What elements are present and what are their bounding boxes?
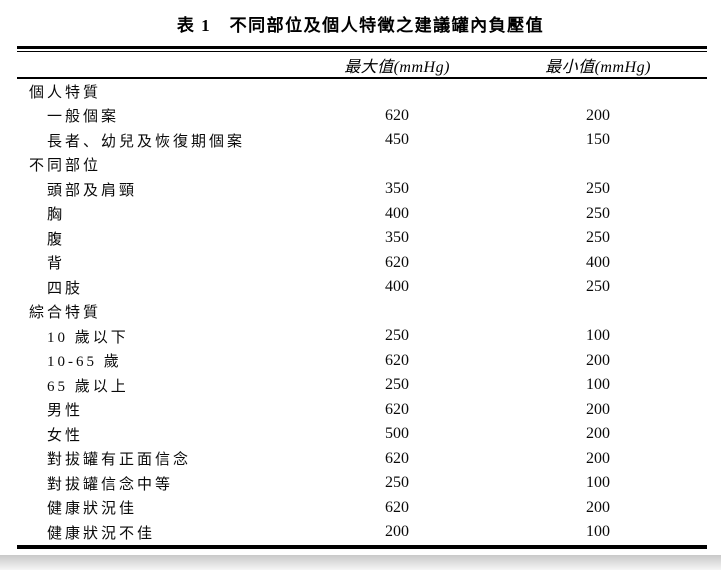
table-header-row: 最大值(mmHg) 最小值(mmHg) <box>17 52 707 77</box>
table-row: 一般個案 620 200 <box>17 104 707 129</box>
row-label: 65 歲以上 <box>47 378 129 395</box>
table-row: 長者、幼兒及恢復期個案 450 150 <box>17 128 707 153</box>
min-value: 250 <box>586 180 610 198</box>
row-label: 對拔罐有正面信念 <box>47 452 192 469</box>
max-value: 620 <box>385 449 409 467</box>
min-value: 200 <box>586 498 610 516</box>
min-value: 400 <box>586 253 610 271</box>
section-header-label: 個人特質 <box>29 84 102 101</box>
max-value: 350 <box>385 229 409 247</box>
table-row: 10-65 歲 620 200 <box>17 349 707 374</box>
header-bottom-rule <box>17 77 707 79</box>
min-value: 250 <box>586 204 610 222</box>
page-edge-shadow <box>0 555 721 570</box>
min-value: 100 <box>586 376 610 394</box>
table-row: 對拔罐有正面信念 620 200 <box>17 447 707 472</box>
max-value: 620 <box>385 106 409 124</box>
max-value: 500 <box>385 425 409 443</box>
min-value: 200 <box>586 351 610 369</box>
section-header-row: 綜合特質 <box>17 300 707 325</box>
row-label: 長者、幼兒及恢復期個案 <box>47 133 246 150</box>
max-value: 450 <box>385 131 409 149</box>
data-table: 最大值(mmHg) 最小值(mmHg) 個人特質一般個案 620 200 長者、幼兒及… <box>17 46 707 549</box>
table-top-rule-thick <box>17 46 707 49</box>
min-value: 250 <box>586 229 610 247</box>
row-label: 女性 <box>47 427 84 444</box>
max-value: 400 <box>385 278 409 296</box>
row-label: 腹 <box>47 231 66 248</box>
row-label: 背 <box>47 256 66 273</box>
row-label: 男性 <box>47 403 84 420</box>
section-header-row: 個人特質 <box>17 79 707 104</box>
max-value: 250 <box>385 376 409 394</box>
min-value: 100 <box>586 327 610 345</box>
max-value: 620 <box>385 351 409 369</box>
min-value: 200 <box>586 425 610 443</box>
max-value: 200 <box>385 523 409 541</box>
min-value: 200 <box>586 106 610 124</box>
max-value: 350 <box>385 180 409 198</box>
row-label: 四肢 <box>47 280 84 297</box>
table-row: 健康狀況佳 620 200 <box>17 496 707 521</box>
row-label: 10-65 歲 <box>47 354 122 371</box>
row-label: 健康狀況佳 <box>47 501 138 518</box>
section-header-row: 不同部位 <box>17 153 707 178</box>
min-value: 100 <box>586 474 610 492</box>
table-row: 胸 400 250 <box>17 202 707 227</box>
max-value: 620 <box>385 498 409 516</box>
column-header-min: 最小值(mmHg) <box>545 58 651 76</box>
row-label: 10 歲以下 <box>47 329 129 346</box>
min-value: 150 <box>586 131 610 149</box>
row-label: 健康狀況不佳 <box>47 525 156 542</box>
row-label: 一般個案 <box>47 109 120 126</box>
max-value: 250 <box>385 327 409 345</box>
min-value: 250 <box>586 278 610 296</box>
max-value: 620 <box>385 253 409 271</box>
max-value: 620 <box>385 400 409 418</box>
table-row: 10 歲以下 250 100 <box>17 324 707 349</box>
row-label: 胸 <box>47 207 66 224</box>
max-value: 400 <box>385 204 409 222</box>
table-body: 個人特質一般個案 620 200 長者、幼兒及恢復期個案 450 150 不同部位頭部及肩頸… <box>17 79 707 545</box>
table-row: 65 歲以上 250 100 <box>17 373 707 398</box>
table-row: 對拔罐信念中等 250 100 <box>17 471 707 496</box>
row-label: 對拔罐信念中等 <box>47 476 174 493</box>
table-row: 背 620 400 <box>17 251 707 276</box>
table-top-rule-thin <box>17 51 707 52</box>
table-row: 女性 500 200 <box>17 422 707 447</box>
max-value: 250 <box>385 474 409 492</box>
row-label: 頭部及肩頸 <box>47 182 138 199</box>
table-row: 健康狀況不佳 200 100 <box>17 520 707 545</box>
section-header-label: 綜合特質 <box>29 305 102 322</box>
min-value: 100 <box>586 523 610 541</box>
table-row: 頭部及肩頸 350 250 <box>17 177 707 202</box>
min-value: 200 <box>586 449 610 467</box>
table-bottom-rule <box>17 544 707 549</box>
table-row: 男性 620 200 <box>17 398 707 423</box>
table-row: 腹 350 250 <box>17 226 707 251</box>
min-value: 200 <box>586 400 610 418</box>
table-title: 表 1 不同部位及個人特徵之建議罐內負壓值 <box>176 16 545 35</box>
section-header-label: 不同部位 <box>29 158 102 175</box>
table-row: 四肢 400 250 <box>17 275 707 300</box>
column-header-max: 最大值(mmHg) <box>344 58 450 76</box>
